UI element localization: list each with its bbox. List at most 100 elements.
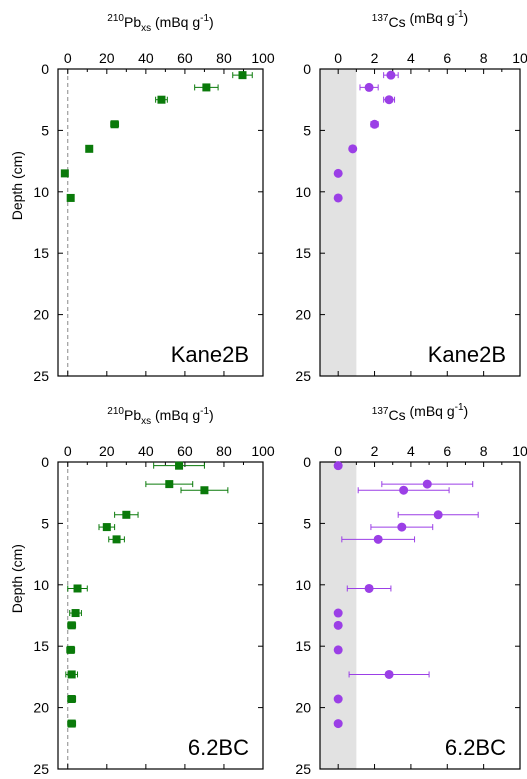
plot-frame xyxy=(57,68,264,377)
y-axis-title: Depth (cm) xyxy=(9,151,25,220)
data-point xyxy=(67,719,76,728)
x-tick-label: 6 xyxy=(443,443,451,459)
x-tick-label: 6 xyxy=(443,50,451,66)
plot-frame xyxy=(319,68,521,377)
data-point xyxy=(67,670,76,679)
data-point xyxy=(333,694,343,704)
data-point xyxy=(397,522,407,532)
data-point xyxy=(333,719,343,729)
panel-label: 6.2BC xyxy=(188,735,249,760)
y-tick-label: 20 xyxy=(33,307,49,323)
data-point xyxy=(175,461,184,470)
y-tick-label: 0 xyxy=(41,61,49,77)
data-point xyxy=(238,71,247,80)
data-point xyxy=(122,510,131,519)
data-point xyxy=(370,119,380,129)
x-tick-label: 80 xyxy=(216,443,232,459)
y-tick-label: 10 xyxy=(295,184,311,200)
data-point xyxy=(333,620,343,630)
data-point xyxy=(364,82,374,92)
x-tick-label: 80 xyxy=(216,50,232,66)
x-tick-label: 0 xyxy=(334,443,342,459)
data-point xyxy=(112,535,121,544)
data-point xyxy=(202,83,211,92)
data-point xyxy=(67,695,76,704)
x-tick-label: 0 xyxy=(64,50,72,66)
y-tick-label: 15 xyxy=(295,638,311,654)
data-point xyxy=(60,169,69,178)
plot-frame xyxy=(57,461,264,770)
y-tick-label: 0 xyxy=(41,454,49,470)
data-point xyxy=(422,479,432,489)
shaded-region xyxy=(320,69,357,376)
y-tick-label: 25 xyxy=(295,368,311,384)
data-point xyxy=(333,193,343,203)
y-tick-label: 5 xyxy=(41,122,49,138)
y-tick-label: 15 xyxy=(33,245,49,261)
y-tick-label: 20 xyxy=(295,700,311,716)
x-axis-title: 137Cs (mBq g-1) xyxy=(372,9,468,30)
x-axis-title: 210Pbxs (mBq g-1) xyxy=(107,406,213,427)
data-point xyxy=(333,168,343,178)
y-tick-label: 0 xyxy=(303,61,311,77)
x-tick-label: 8 xyxy=(480,50,488,66)
data-point xyxy=(333,608,343,618)
x-tick-label: 2 xyxy=(371,443,379,459)
data-point xyxy=(67,621,76,630)
data-point xyxy=(384,95,394,105)
x-axis-title: 210Pbxs (mBq g-1) xyxy=(107,13,213,34)
x-tick-label: 40 xyxy=(138,443,154,459)
y-axis-title: Depth (cm) xyxy=(9,544,25,613)
data-point xyxy=(386,70,396,80)
x-tick-label: 60 xyxy=(177,50,193,66)
data-point xyxy=(157,95,166,104)
y-tick-label: 25 xyxy=(295,761,311,777)
x-tick-label: 4 xyxy=(407,50,415,66)
data-point xyxy=(433,510,443,520)
data-point xyxy=(102,523,111,532)
data-point xyxy=(333,645,343,655)
data-point xyxy=(73,584,82,593)
data-point xyxy=(66,193,75,202)
x-tick-label: 4 xyxy=(407,443,415,459)
x-tick-label: 20 xyxy=(99,443,115,459)
y-tick-label: 5 xyxy=(303,122,311,138)
data-point xyxy=(66,645,75,654)
x-tick-label: 20 xyxy=(99,50,115,66)
data-point xyxy=(348,144,358,154)
data-point xyxy=(71,609,80,618)
y-tick-label: 15 xyxy=(33,638,49,654)
y-tick-label: 15 xyxy=(295,245,311,261)
data-point xyxy=(364,583,374,593)
panel-label: 6.2BC xyxy=(445,735,506,760)
plot-frame xyxy=(319,461,521,770)
panel-label: Kane2B xyxy=(171,342,249,367)
panel-label: Kane2B xyxy=(428,342,506,367)
x-axis-title: 137Cs (mBq g-1) xyxy=(372,402,468,423)
data-point xyxy=(200,486,209,495)
y-tick-label: 5 xyxy=(303,515,311,531)
x-tick-label: 0 xyxy=(334,50,342,66)
y-tick-label: 5 xyxy=(41,515,49,531)
data-point xyxy=(333,461,343,471)
data-point xyxy=(85,144,94,153)
x-tick-label: 0 xyxy=(64,443,72,459)
data-point xyxy=(373,534,383,544)
x-tick-label: 100 xyxy=(251,443,275,459)
data-point xyxy=(110,120,119,129)
y-tick-label: 20 xyxy=(33,700,49,716)
x-tick-label: 60 xyxy=(177,443,193,459)
y-tick-label: 10 xyxy=(295,577,311,593)
y-tick-label: 10 xyxy=(33,184,49,200)
x-tick-label: 8 xyxy=(480,443,488,459)
panel-kane2b-cs: 0 2 4 6 8 10 0 5 10 15 20 25 137Cs (mBq g-1) Kane2B xyxy=(295,9,527,384)
panel-bc62-cs: 0 2 4 6 8 10 0 5 10 15 20 25 137Cs (mBq g-1) 6.2BC xyxy=(295,402,527,777)
x-tick-label: 40 xyxy=(138,50,154,66)
data-point xyxy=(165,480,174,489)
data-point xyxy=(384,669,394,679)
y-tick-label: 25 xyxy=(33,368,49,384)
x-tick-label: 2 xyxy=(371,50,379,66)
panel-bc62-pb: 0 20 40 60 80 100 0 5 10 15 20 25 210Pbxs (mBq g-1) D… xyxy=(9,406,275,777)
y-tick-label: 0 xyxy=(303,454,311,470)
